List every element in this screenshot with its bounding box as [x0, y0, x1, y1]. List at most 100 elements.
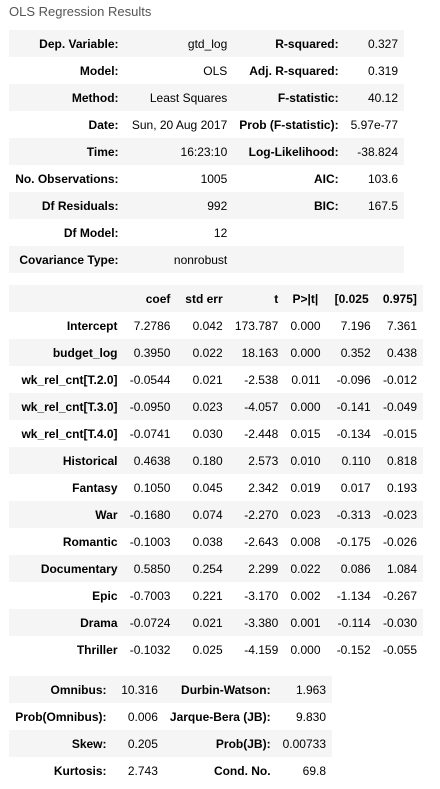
stat-value: 69.8: [302, 763, 326, 778]
stat-label: Kurtosis:: [53, 763, 107, 778]
diagnostic-row: Skew: 0.205 Prob(JB): 0.00733: [9, 730, 332, 757]
stat-label: Time:: [9, 138, 125, 165]
coef-cell-t: 2.573: [228, 447, 285, 474]
coef-cell-hi: 7.361: [386, 318, 417, 333]
coef-cell-hi: 0.438: [376, 339, 423, 366]
stat-value: gtd_log: [124, 30, 234, 57]
table-row: Fantasy 0.1050 0.045 2.342 0.019 0.017 0.193: [9, 474, 423, 501]
coef-cell-hi: -0.012: [382, 372, 417, 387]
coef-cell-coef: -0.0741: [129, 426, 171, 441]
coef-cell-lo: 0.086: [326, 555, 377, 582]
variable-name: budget_log: [9, 339, 124, 366]
variable-name: Fantasy: [72, 480, 118, 495]
stat-value: 2.743: [127, 763, 158, 778]
stat-label: Date:: [88, 117, 119, 132]
coef-cell-hi: -0.026: [382, 534, 417, 549]
stat-value: OLS: [203, 63, 228, 78]
coef-cell-se: 0.023: [176, 393, 229, 420]
column-header: coef: [123, 285, 177, 312]
stat-value: 12: [213, 225, 228, 240]
column-header: [9, 285, 124, 312]
coef-cell-hi: -0.015: [382, 426, 417, 441]
coef-cell-se: 0.021: [176, 609, 229, 636]
coef-cell-lo: -0.114: [326, 609, 377, 636]
stat-value: 167.5: [344, 192, 404, 219]
model-info-row: Model: OLS Adj. R-squared: 0.319: [9, 57, 404, 84]
coefficients-table: coef std err t P>|t| [0.025 0.975] Intercept 7…: [9, 285, 423, 663]
stat-value: 1005: [200, 171, 228, 186]
coef-cell-coef: -0.1032: [129, 642, 171, 657]
stat-label: R-squared:: [233, 30, 345, 57]
stat-value: 1.963: [276, 676, 332, 703]
stat-label: Cond. No.: [213, 763, 271, 778]
coef-cell-t: 2.342: [248, 480, 279, 495]
stat-value: nonrobust: [124, 246, 234, 273]
model-info-row: No. Observations: 1005 AIC: 103.6: [9, 165, 404, 192]
table-row: War -0.1680 0.074 -2.270 0.023 -0.313 -0.023: [9, 501, 423, 528]
coef-cell-t: 2.299: [228, 555, 285, 582]
coef-cell-coef: -0.0544: [129, 372, 171, 387]
coef-cell-lo: -1.134: [336, 588, 371, 603]
coef-cell-p: 0.010: [284, 447, 327, 474]
stat-value: 5.97e-77: [350, 117, 398, 132]
coef-cell-p: 0.000: [290, 318, 321, 333]
stat-value: Least Squares: [124, 84, 234, 111]
stat-value: 10.316: [112, 676, 164, 703]
coef-cell-coef: -0.1680: [123, 501, 177, 528]
coef-cell-coef: -0.7003: [129, 588, 171, 603]
coef-cell-p: 0.000: [284, 393, 327, 420]
coef-cell-lo: -0.096: [336, 372, 371, 387]
stat-label: Omnibus:: [9, 676, 113, 703]
coef-cell-hi: 0.818: [376, 447, 423, 474]
variable-name: wk_rel_cnt[T.4.0]: [21, 426, 118, 441]
coef-cell-p: 0.001: [284, 609, 327, 636]
coef-cell-p: 0.022: [284, 555, 327, 582]
model-info-row: Covariance Type: nonrobust: [9, 246, 404, 273]
variable-name: War: [9, 501, 124, 528]
coef-cell-coef: -0.0950: [123, 393, 177, 420]
table-row: budget_log 0.3950 0.022 18.163 0.000 0.352 0.4…: [9, 339, 423, 366]
stat-label: Durbin-Watson:: [163, 676, 277, 703]
stat-label: Jarque-Bera (JB):: [169, 709, 271, 724]
stat-value: 103.6: [367, 171, 398, 186]
table-row: Thriller -0.1032 0.025 -4.159 0.000 -0.152 -0.…: [9, 636, 423, 663]
stat-label: Df Residuals:: [9, 192, 125, 219]
variable-name: Romantic: [62, 534, 118, 549]
stat-label: BIC:: [233, 192, 345, 219]
table-row: Drama -0.0724 0.021 -3.380 0.001 -0.114 -0.030: [9, 609, 423, 636]
coef-cell-coef: -0.1003: [129, 534, 171, 549]
coef-cell-hi: -0.023: [376, 501, 423, 528]
variable-name: Drama: [9, 609, 124, 636]
coef-cell-p: 0.023: [284, 501, 327, 528]
coef-cell-lo: 7.196: [340, 318, 371, 333]
column-header: std err: [176, 285, 229, 312]
column-header: P>|t|: [284, 285, 327, 312]
coef-cell-se: 0.030: [192, 426, 223, 441]
stat-value: 0.00733: [276, 730, 332, 757]
diagnostic-row: Kurtosis: 2.743 Cond. No. 69.8: [9, 757, 332, 784]
coef-cell-t: -2.643: [244, 534, 279, 549]
table-row: Historical 0.4638 0.180 2.573 0.010 0.110 0.81…: [9, 447, 423, 474]
variable-name: wk_rel_cnt[T.3.0]: [9, 393, 124, 420]
coef-cell-coef: 0.4638: [123, 447, 177, 474]
variable-name: Epic: [92, 588, 118, 603]
variable-name: Documentary: [9, 555, 124, 582]
stat-label: F-statistic:: [233, 84, 345, 111]
table-row: Intercept 7.2786 0.042 173.787 0.000 7.196 7.3…: [9, 312, 423, 339]
stat-value: 9.830: [295, 709, 326, 724]
stat-value: 992: [124, 192, 234, 219]
coef-cell-se: 0.022: [176, 339, 229, 366]
coef-cell-p: 0.008: [290, 534, 321, 549]
column-header: [0.025: [326, 285, 377, 312]
coef-cell-se: 0.025: [192, 642, 223, 657]
stat-label: [233, 246, 345, 273]
table-row: Epic -0.7003 0.221 -3.170 0.002 -1.134 -0.267: [9, 582, 423, 609]
stat-label: Covariance Type:: [9, 246, 125, 273]
coef-cell-coef: 7.2786: [133, 318, 171, 333]
stat-value: 0.006: [127, 709, 158, 724]
stat-value: [344, 246, 404, 273]
stat-value: Sun, 20 Aug 2017: [131, 117, 228, 132]
table-row: Documentary 0.5850 0.254 2.299 0.022 0.086 1.0…: [9, 555, 423, 582]
coef-cell-se: 0.038: [192, 534, 223, 549]
coef-cell-p: 0.000: [284, 339, 327, 366]
